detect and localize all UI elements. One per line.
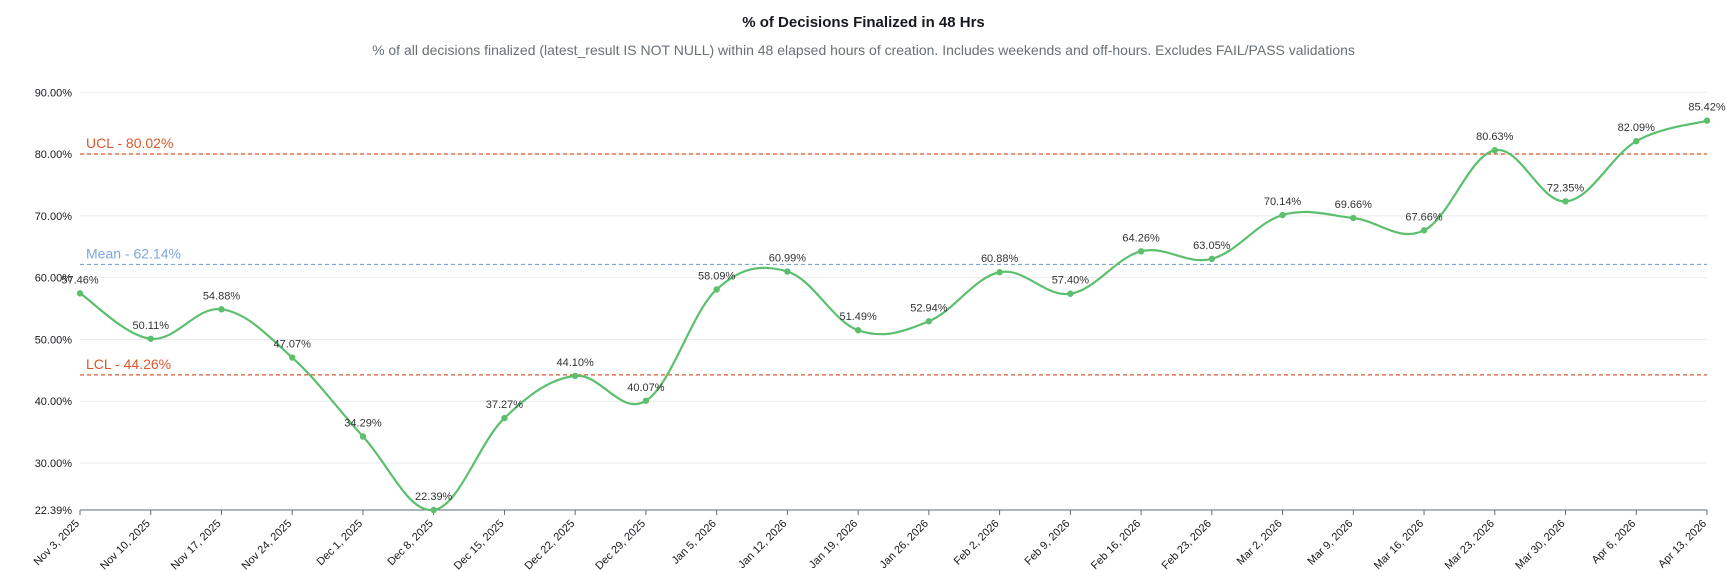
x-tick-label: Nov 10, 2025 <box>98 518 153 571</box>
data-label: 63.05% <box>1193 240 1231 252</box>
data-point <box>218 306 225 313</box>
data-point <box>1491 147 1498 154</box>
data-point <box>1562 198 1569 205</box>
data-point <box>430 506 437 514</box>
y-tick-label: 50.00% <box>35 334 73 346</box>
data-point <box>784 268 791 275</box>
data-label: 57.40% <box>1052 275 1090 287</box>
y-tick-label: 30.00% <box>35 458 73 470</box>
x-tick-label: Jan 19, 2026 <box>807 518 860 571</box>
x-tick-label: Feb 2, 2026 <box>952 518 1002 568</box>
data-point <box>1279 211 1286 219</box>
x-tick-label: Mar 23, 2026 <box>1443 518 1497 571</box>
data-label: 52.94% <box>910 302 948 314</box>
data-labels: 57.46% 50.11% 54.88% 47.07% 34.29% 22.39% 37.2… <box>61 102 1726 503</box>
data-label: 44.10% <box>557 357 595 369</box>
data-point <box>713 286 720 293</box>
data-point <box>1703 117 1711 124</box>
data-point <box>1067 290 1074 297</box>
x-tick-label: Dec 8, 2025 <box>385 518 435 568</box>
x-tick-label: Dec 29, 2025 <box>593 518 648 571</box>
data-label: 72.35% <box>1547 182 1585 194</box>
x-tick-label: Mar 30, 2026 <box>1513 518 1567 571</box>
x-tick-label: Jan 5, 2026 <box>670 518 719 567</box>
data-label: 80.63% <box>1476 131 1514 143</box>
data-label: 40.07% <box>627 382 665 394</box>
data-label: 67.66% <box>1405 211 1443 223</box>
data-point <box>289 354 296 361</box>
data-label: 34.29% <box>344 417 382 429</box>
reference-line-label: LCL - 44.26% <box>86 356 171 372</box>
data-point <box>147 335 154 342</box>
data-point <box>76 290 84 297</box>
chart-subtitle: % of all decisions finalized (latest_res… <box>372 42 1355 58</box>
data-point <box>1420 227 1428 234</box>
data-point <box>571 372 579 380</box>
grid-lines <box>80 91 1707 464</box>
x-tick-label: Nov 3, 2025 <box>32 518 82 568</box>
data-label: 58.09% <box>698 270 736 282</box>
data-label: 60.99% <box>769 253 807 265</box>
data-points <box>76 117 1711 514</box>
x-tick-label: Mar 9, 2026 <box>1305 518 1355 568</box>
data-point <box>925 318 933 325</box>
data-label: 82.09% <box>1618 122 1656 134</box>
x-tick-label: Dec 22, 2025 <box>523 518 578 571</box>
data-point <box>1137 248 1145 255</box>
x-tick-label: Apr 13, 2026 <box>1656 518 1709 571</box>
data-label: 37.27% <box>486 399 524 411</box>
data-point <box>359 433 367 440</box>
data-label: 64.26% <box>1122 232 1160 244</box>
x-tick-label: Nov 24, 2025 <box>240 518 295 571</box>
x-tick-label: Nov 17, 2025 <box>169 518 224 571</box>
x-tick-label: Jan 26, 2026 <box>878 518 931 571</box>
data-point <box>1208 255 1216 263</box>
reference-line-label: Mean - 62.14% <box>86 245 181 261</box>
x-tick-label: Feb 9, 2026 <box>1022 518 1072 568</box>
x-tick-label: Jan 12, 2026 <box>736 518 789 571</box>
y-tick-label: 80.00% <box>35 149 73 161</box>
x-tick-label: Feb 16, 2026 <box>1089 518 1143 571</box>
y-tick-label: 22.39% <box>35 505 73 517</box>
data-label: 57.46% <box>61 274 99 286</box>
data-label: 85.42% <box>1688 102 1726 114</box>
y-tick-label: 90.00% <box>35 87 73 99</box>
x-tick-label: Dec 15, 2025 <box>452 518 507 571</box>
reference-lines: UCL - 80.02% Mean - 62.14% LCL - 44.26% <box>80 135 1707 376</box>
x-tick-label: Mar 2, 2026 <box>1235 518 1285 568</box>
series-layer <box>79 119 1708 512</box>
data-point <box>1633 138 1640 145</box>
data-label: 60.88% <box>981 253 1019 265</box>
data-point <box>501 414 508 422</box>
data-point <box>1350 214 1357 222</box>
series-line <box>79 119 1708 512</box>
data-label: 54.88% <box>203 290 241 302</box>
axes: 22.39% 30.00% 40.00% 50.00% 60.00% 70.00% 80.0… <box>32 87 1709 571</box>
data-point <box>996 269 1003 276</box>
x-tick-label: Feb 23, 2026 <box>1160 518 1214 571</box>
data-label: 51.49% <box>839 311 877 323</box>
chart-title: % of Decisions Finalized in 48 Hrs <box>742 14 985 31</box>
data-point <box>854 327 862 334</box>
data-label: 22.39% <box>415 491 453 503</box>
x-tick-label: Apr 6, 2026 <box>1590 518 1639 567</box>
data-label: 50.11% <box>132 320 169 332</box>
data-label: 47.07% <box>274 339 312 351</box>
x-tick-label: Mar 16, 2026 <box>1372 518 1426 571</box>
y-tick-label: 70.00% <box>35 211 73 223</box>
y-tick-label: 40.00% <box>35 396 73 408</box>
y-tick-label: 60.00% <box>35 273 73 285</box>
x-tick-label: Dec 1, 2025 <box>315 518 365 568</box>
data-point <box>642 397 650 404</box>
data-label: 69.66% <box>1335 199 1373 211</box>
data-label: 70.14% <box>1264 196 1302 208</box>
reference-line-label: UCL - 80.02% <box>86 135 173 151</box>
